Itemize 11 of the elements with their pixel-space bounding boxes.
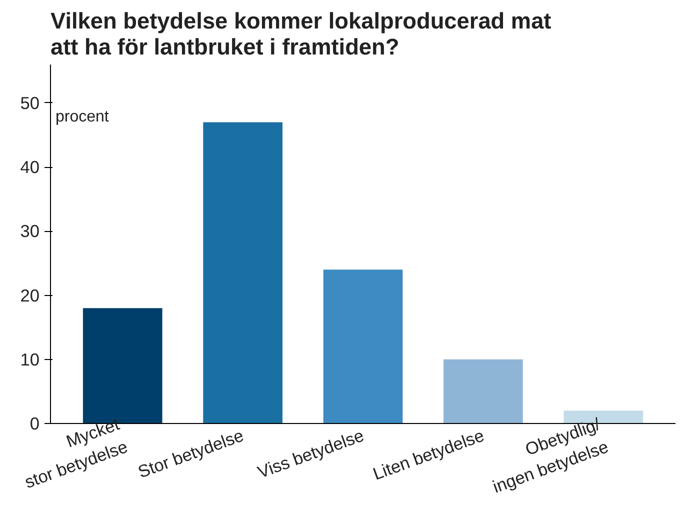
y-tick-label: 20 bbox=[20, 285, 40, 306]
y-tick-label: 0 bbox=[30, 414, 40, 434]
y-tick-label: 40 bbox=[20, 157, 40, 178]
y-axis-title: procent bbox=[56, 108, 110, 126]
y-tick-label: 50 bbox=[20, 92, 40, 113]
bar bbox=[323, 270, 403, 424]
bar bbox=[444, 359, 523, 424]
y-tick-label: 30 bbox=[20, 221, 40, 242]
chart-title: Vilken betydelse kommer lokalproducerad mat att ha för lantbruket i framtiden? bbox=[50, 8, 552, 60]
y-tick-label: 10 bbox=[20, 349, 40, 370]
bar bbox=[203, 122, 282, 424]
